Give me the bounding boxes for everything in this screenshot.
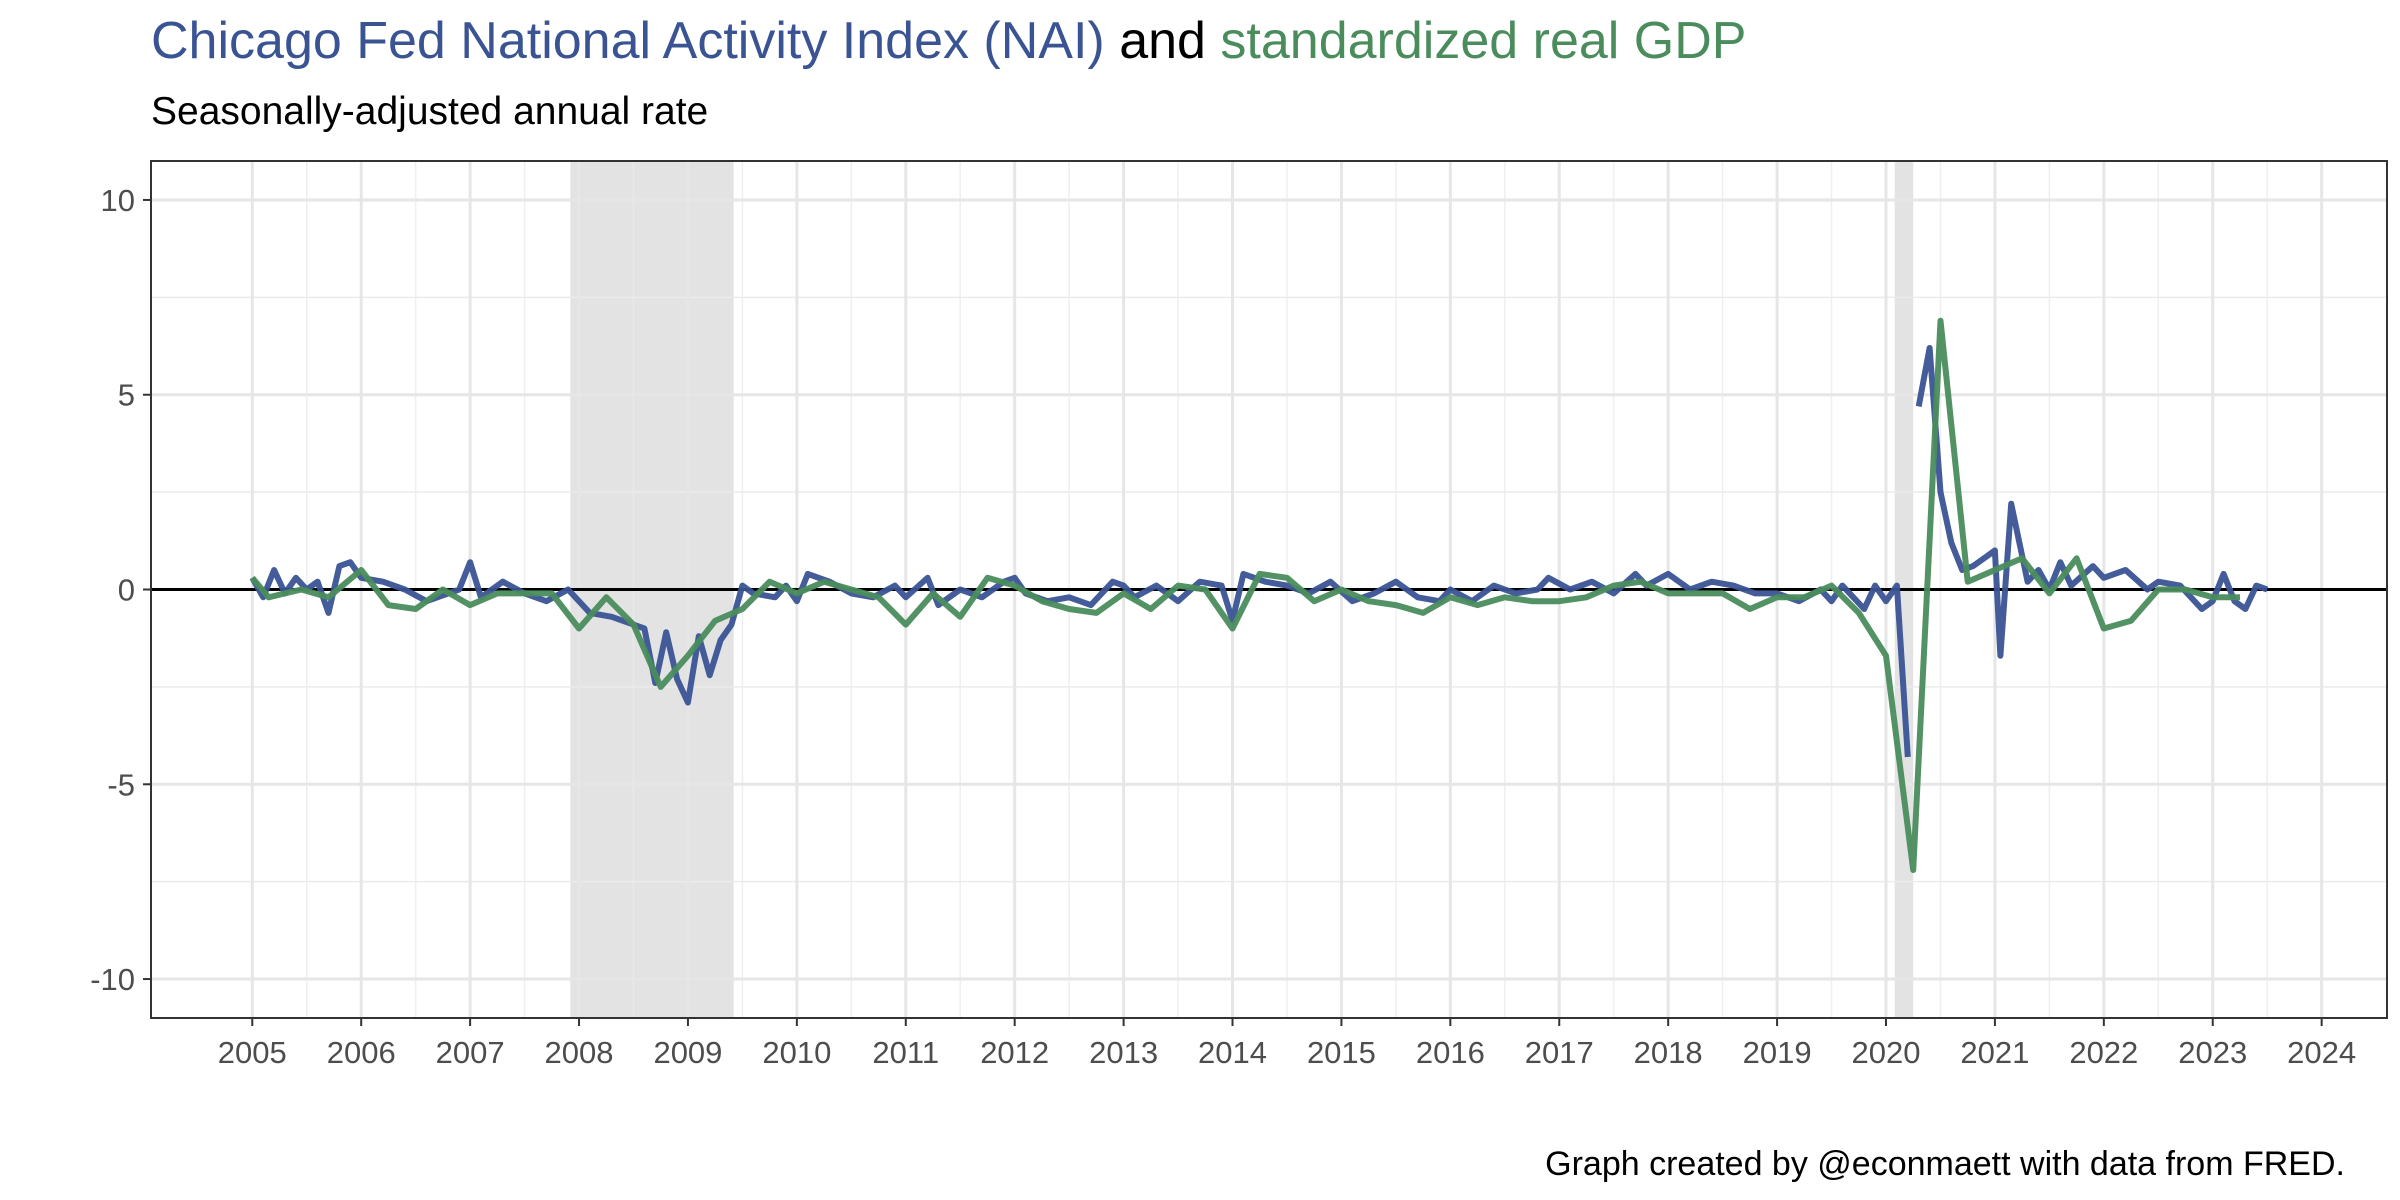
series-line — [249, 317, 2240, 873]
panel-border — [150, 160, 2388, 1019]
title-series-1: Chicago Fed National Activity Index (NAI… — [151, 12, 1105, 70]
y-tick-label: 5 — [118, 378, 135, 413]
subtitle: Seasonally-adjusted annual rate — [151, 90, 708, 133]
x-tick-label: 2007 — [436, 1035, 505, 1070]
title-series-2: standardized real GDP — [1220, 12, 1746, 70]
chart-title: Chicago Fed National Activity Index (NAI… — [151, 12, 1746, 70]
x-tick-label: 2014 — [1198, 1035, 1267, 1070]
y-tick-label: -5 — [107, 767, 135, 802]
x-tick-label: 2015 — [1307, 1035, 1376, 1070]
y-tick-label: -10 — [90, 962, 135, 997]
x-tick-label: 2020 — [1852, 1035, 1921, 1070]
y-tick-label: 10 — [101, 183, 135, 218]
y-tick-label: 0 — [118, 573, 135, 608]
x-tick-label: 2021 — [1960, 1035, 2029, 1070]
x-tick-label: 2009 — [653, 1035, 722, 1070]
x-tick-label: 2023 — [2178, 1035, 2247, 1070]
x-tick-label: 2006 — [327, 1035, 396, 1070]
x-tick-label: 2016 — [1416, 1035, 1485, 1070]
x-tick-label: 2008 — [545, 1035, 614, 1070]
x-tick-label: 2024 — [2287, 1035, 2356, 1070]
x-tick-label: 2005 — [218, 1035, 287, 1070]
x-tick-label: 2018 — [1634, 1035, 1703, 1070]
x-tick-label: 2010 — [762, 1035, 831, 1070]
x-tick-label: 2022 — [2069, 1035, 2138, 1070]
x-tick-label: 2012 — [980, 1035, 1049, 1070]
caption: Graph created by @econmaett with data fr… — [1545, 1145, 2345, 1183]
x-tick-label: 2019 — [1743, 1035, 1812, 1070]
title-connector: and — [1119, 12, 1206, 70]
x-tick-label: 2017 — [1525, 1035, 1594, 1070]
x-tick-label: 2011 — [872, 1035, 939, 1070]
x-tick-label: 2013 — [1089, 1035, 1158, 1070]
plot-area: 2005 2006 2007 2008 2009 2010 2011 2012 2013 2014… — [90, 160, 2388, 1070]
